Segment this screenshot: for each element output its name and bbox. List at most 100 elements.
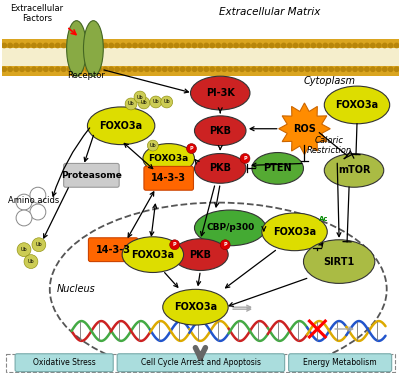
- Circle shape: [382, 67, 387, 71]
- Circle shape: [388, 67, 393, 71]
- Circle shape: [32, 43, 36, 47]
- Circle shape: [85, 67, 90, 71]
- Text: Ub: Ub: [21, 247, 27, 252]
- Ellipse shape: [194, 153, 246, 183]
- Circle shape: [14, 43, 18, 47]
- Ellipse shape: [324, 86, 390, 124]
- Circle shape: [157, 43, 161, 47]
- Circle shape: [293, 43, 298, 47]
- Text: FOXO3a: FOXO3a: [174, 302, 217, 312]
- Circle shape: [341, 43, 345, 47]
- Circle shape: [288, 43, 292, 47]
- Ellipse shape: [173, 239, 228, 270]
- Circle shape: [382, 43, 387, 47]
- Circle shape: [276, 43, 280, 47]
- Circle shape: [14, 67, 18, 71]
- Circle shape: [2, 43, 6, 47]
- Text: Receptor: Receptor: [68, 71, 105, 80]
- Circle shape: [115, 67, 119, 71]
- FancyBboxPatch shape: [289, 354, 392, 372]
- Circle shape: [335, 67, 339, 71]
- Circle shape: [62, 43, 66, 47]
- Circle shape: [317, 43, 322, 47]
- FancyBboxPatch shape: [144, 166, 194, 190]
- Circle shape: [97, 67, 102, 71]
- Ellipse shape: [252, 153, 304, 184]
- Circle shape: [157, 67, 161, 71]
- Text: FOXO3a: FOXO3a: [131, 249, 174, 260]
- Circle shape: [8, 43, 12, 47]
- Circle shape: [359, 43, 363, 47]
- Circle shape: [192, 43, 197, 47]
- Circle shape: [56, 43, 60, 47]
- Circle shape: [353, 43, 357, 47]
- Circle shape: [170, 240, 180, 250]
- Circle shape: [162, 43, 167, 47]
- Circle shape: [394, 43, 399, 47]
- Text: Extracellular Matrix: Extracellular Matrix: [219, 7, 320, 17]
- Circle shape: [276, 67, 280, 71]
- Text: Ub: Ub: [164, 99, 170, 104]
- Ellipse shape: [88, 107, 155, 145]
- Circle shape: [210, 43, 214, 47]
- Circle shape: [240, 153, 250, 163]
- Ellipse shape: [194, 116, 246, 145]
- Ellipse shape: [194, 210, 266, 246]
- Circle shape: [161, 96, 173, 108]
- Text: Proteasome: Proteasome: [61, 171, 122, 180]
- Circle shape: [264, 67, 268, 71]
- Circle shape: [234, 43, 238, 47]
- Circle shape: [288, 67, 292, 71]
- Circle shape: [20, 67, 24, 71]
- Circle shape: [299, 67, 304, 71]
- Circle shape: [222, 67, 226, 71]
- Circle shape: [365, 67, 369, 71]
- Circle shape: [311, 67, 316, 71]
- Circle shape: [103, 67, 108, 71]
- FancyBboxPatch shape: [64, 163, 119, 187]
- Circle shape: [282, 67, 286, 71]
- Circle shape: [97, 43, 102, 47]
- Text: Cell Cycle Arrest and Apoptosis: Cell Cycle Arrest and Apoptosis: [141, 358, 261, 367]
- Circle shape: [323, 67, 328, 71]
- Circle shape: [186, 43, 191, 47]
- Circle shape: [353, 67, 357, 71]
- Circle shape: [335, 43, 339, 47]
- Text: PKB: PKB: [209, 126, 231, 136]
- Ellipse shape: [122, 237, 184, 273]
- Text: Ub: Ub: [36, 242, 42, 247]
- Circle shape: [323, 43, 328, 47]
- Circle shape: [50, 43, 54, 47]
- Circle shape: [16, 194, 32, 210]
- Circle shape: [365, 43, 369, 47]
- Ellipse shape: [190, 76, 250, 110]
- Circle shape: [347, 67, 351, 71]
- Text: Ub: Ub: [128, 101, 134, 107]
- Circle shape: [56, 67, 60, 71]
- Circle shape: [30, 187, 46, 203]
- Circle shape: [305, 43, 310, 47]
- Circle shape: [388, 43, 393, 47]
- Circle shape: [103, 43, 108, 47]
- Text: Ub: Ub: [150, 143, 156, 148]
- Circle shape: [264, 43, 268, 47]
- Text: PTEN: PTEN: [263, 163, 292, 174]
- Polygon shape: [279, 103, 330, 154]
- Circle shape: [246, 43, 250, 47]
- Circle shape: [394, 67, 399, 71]
- Text: Extracellular
Factors: Extracellular Factors: [10, 4, 64, 24]
- Circle shape: [174, 43, 179, 47]
- Text: 14-3-3: 14-3-3: [96, 245, 131, 255]
- Text: P: P: [223, 242, 227, 247]
- Circle shape: [220, 240, 230, 250]
- Text: Amino acids: Amino acids: [8, 196, 60, 205]
- Circle shape: [311, 43, 316, 47]
- Text: CBP/p300: CBP/p300: [206, 223, 254, 232]
- Circle shape: [162, 67, 167, 71]
- Circle shape: [204, 67, 208, 71]
- Circle shape: [79, 43, 84, 47]
- Circle shape: [258, 43, 262, 47]
- Circle shape: [91, 67, 96, 71]
- Circle shape: [222, 43, 226, 47]
- Text: Cytoplasm: Cytoplasm: [303, 76, 355, 86]
